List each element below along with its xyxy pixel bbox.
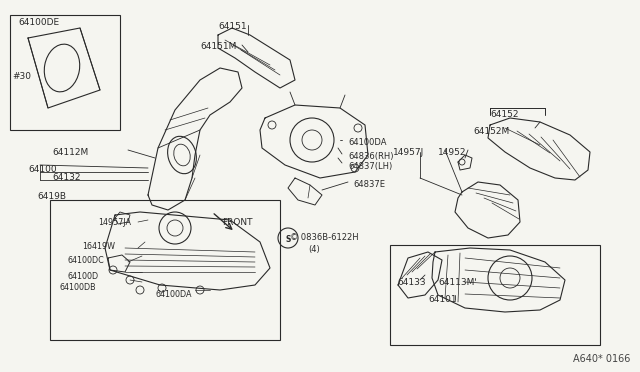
Text: 64837E: 64837E [353, 180, 385, 189]
Text: 64100DB: 64100DB [60, 283, 97, 292]
Text: 14957J: 14957J [393, 148, 424, 157]
Text: 64100DC: 64100DC [68, 256, 105, 265]
Text: © 0836B-6122H: © 0836B-6122H [290, 233, 358, 242]
Text: A640* 0166: A640* 0166 [573, 354, 630, 364]
Text: 64132: 64132 [52, 173, 81, 182]
Text: 64100DA: 64100DA [155, 290, 191, 299]
Text: 64100DA: 64100DA [348, 138, 387, 147]
Text: #30: #30 [12, 72, 31, 81]
Text: 64100D: 64100D [68, 272, 99, 281]
Text: 64113M: 64113M [438, 278, 474, 287]
Text: 64837(LH): 64837(LH) [348, 162, 392, 171]
Bar [50, 200, 280, 340]
Bar [10, 15, 120, 130]
Text: 14952: 14952 [438, 148, 467, 157]
Text: 64151: 64151 [218, 22, 246, 31]
Text: 64152M: 64152M [473, 127, 509, 136]
Text: 64101: 64101 [428, 295, 456, 304]
Text: 64152: 64152 [490, 110, 518, 119]
Text: 64151M: 64151M [200, 42, 236, 51]
Bar [390, 245, 600, 345]
Text: 14957JA: 14957JA [98, 218, 131, 227]
Text: 64836(RH): 64836(RH) [348, 152, 394, 161]
Text: 64100DE: 64100DE [18, 18, 59, 27]
Text: FRONT: FRONT [222, 218, 253, 227]
Text: (4): (4) [308, 245, 320, 254]
Text: 64133: 64133 [397, 278, 426, 287]
Text: S: S [285, 235, 291, 244]
Text: 64112M: 64112M [52, 148, 88, 157]
Text: 64100: 64100 [28, 165, 56, 174]
Text: 16419W: 16419W [82, 242, 115, 251]
Text: 6419B: 6419B [37, 192, 66, 201]
